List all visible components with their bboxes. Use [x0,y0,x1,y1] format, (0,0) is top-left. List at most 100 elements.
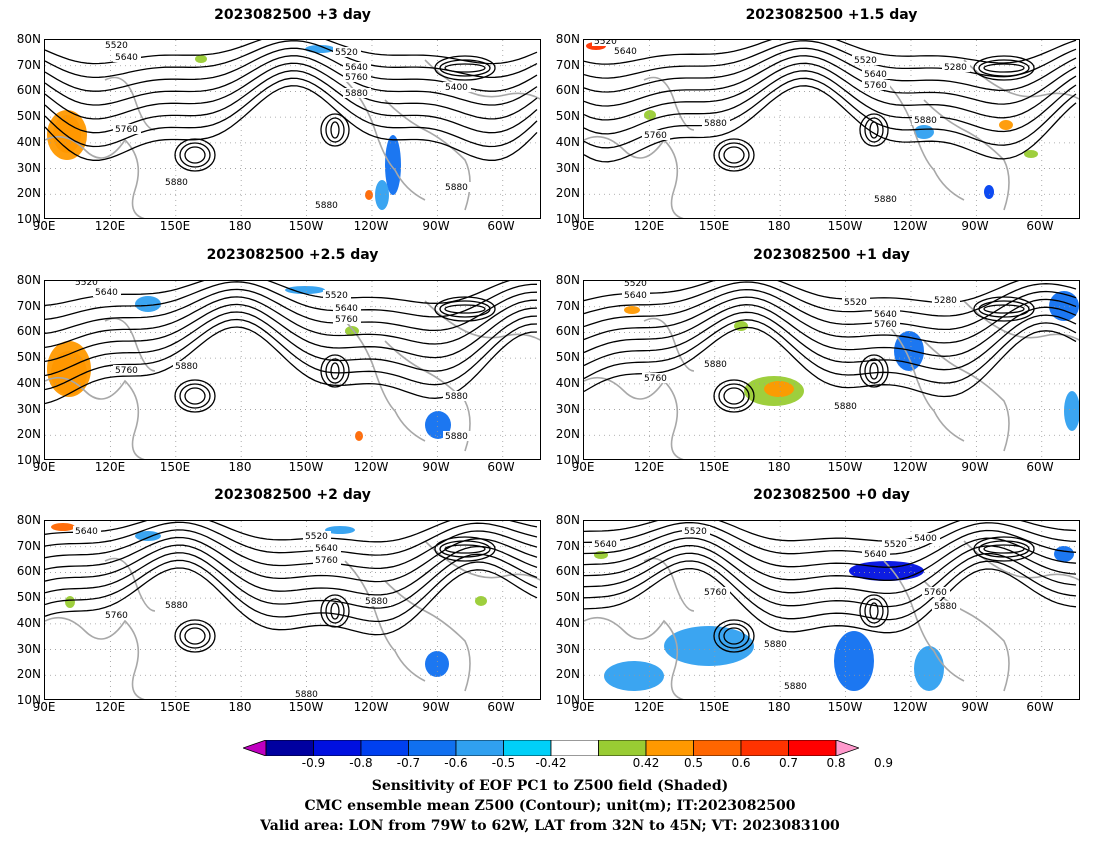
contour-label: 5760 [644,131,667,141]
sensitivity-shade [1024,150,1038,158]
latitude-label: 80N [16,273,41,287]
closed-contour [869,602,879,620]
contour-label: 5880 [345,89,368,99]
closed-contour [718,623,750,649]
coastline [45,376,146,459]
colorbar-tick-label: -0.7 [396,756,421,770]
closed-contour [978,59,1030,77]
latitude-label: 40N [16,615,41,630]
closed-contour [859,113,889,147]
colorbar-segment [360,740,409,756]
closed-contour [439,300,491,318]
longitude-label: 90W [422,219,450,233]
latitude-label: 10N [555,453,580,467]
longitude-label: 180 [767,219,791,233]
sensitivity-shade [644,110,656,120]
closed-contour [174,138,216,172]
longitude-label: 120E [633,219,665,233]
sensitivity-shade [385,135,401,195]
colorbar-tick-label: 0.7 [778,756,799,770]
map-panel: 5640 5520 5520 5400 5640 5760 5760 5880 5880 5880 [583,520,1080,700]
longitude-label: 120E [633,700,665,714]
height-contour [45,281,511,307]
closed-contour [864,117,884,143]
colorbar [243,740,859,756]
closed-contour [330,121,340,139]
latitude-label: 20N [16,427,41,442]
longitude-label: 150W [288,700,324,714]
coastline [344,320,426,442]
longitude-label: 60W [1026,700,1054,714]
longitude-label: 90E [32,700,56,714]
closed-contour [434,296,496,322]
closed-contour [330,602,340,620]
panel-title: 2023082500 +2 day [214,487,371,503]
closed-contour [973,55,1035,81]
contour-label: 5640 [864,550,887,560]
closed-contour [723,627,745,645]
colorbar-arrow-left [243,740,267,756]
closed-contour [869,362,879,380]
longitude-label: 90E [32,219,56,233]
height-contour [45,559,538,623]
contour-label: 5640 [95,288,118,298]
height-contour [45,303,538,363]
closed-contour [869,121,879,139]
contour-label: 5880 [295,690,318,700]
longitude-label: 60W [487,460,515,474]
longitude-label: 60W [487,219,515,233]
latitude-label: 30N [555,160,580,175]
longitude-label: 150W [827,460,863,474]
latitude-label: 20N [555,427,580,442]
height-contour [45,529,538,570]
height-contour [45,567,538,636]
closed-contour [973,296,1035,322]
height-contour [584,47,1077,93]
longitude-label: 120W [892,700,928,714]
contour-label: 5760 [704,588,727,598]
latitude-label: 30N [555,401,580,416]
map-canvas: 5640 5520 5640 5760 5760 5880 5880 5880 [45,521,540,700]
height-contour [584,304,1077,357]
colorbar-segment [645,740,694,756]
colorbar-segment [503,740,552,756]
closed-contour [718,142,750,168]
coastline [384,580,471,692]
closed-contour [713,379,755,413]
latitude-label: 20N [555,667,580,682]
height-contour [584,311,1077,371]
latitude-label: 40N [16,134,41,149]
closed-contour [978,300,1030,318]
longitude-label: 60W [1026,460,1054,474]
height-contour [45,552,538,609]
closed-contour [174,619,216,653]
contour-label: 5880 [934,602,957,612]
height-contour [584,326,1077,398]
closed-contour [325,358,345,384]
height-contour [584,70,1077,135]
coastline [643,76,695,131]
sensitivity-shade [984,185,994,199]
colorbar-segment [788,740,837,756]
colorbar-tick-label: 0.9 [873,756,894,770]
contour-label: 5880 [365,597,388,607]
contour-label: 5760 [115,125,138,135]
contour-label: 5880 [704,119,727,129]
longitude-label: 150E [698,700,730,714]
sensitivity-shade [285,286,325,294]
height-contour [45,311,538,377]
height-contour [45,318,538,391]
closed-contour [330,362,340,380]
height-contour [584,40,1077,79]
latitude-label: 80N [16,32,41,46]
sensitivity-shade [425,651,449,677]
longitude-label: 120E [94,460,126,474]
height-contour [45,288,538,335]
longitude-label: 150W [288,460,324,474]
longitude-label: 180 [767,700,791,714]
latitude-label: 60N [16,324,41,339]
longitude-label: 90E [571,700,595,714]
contour-label: 5880 [175,362,198,372]
